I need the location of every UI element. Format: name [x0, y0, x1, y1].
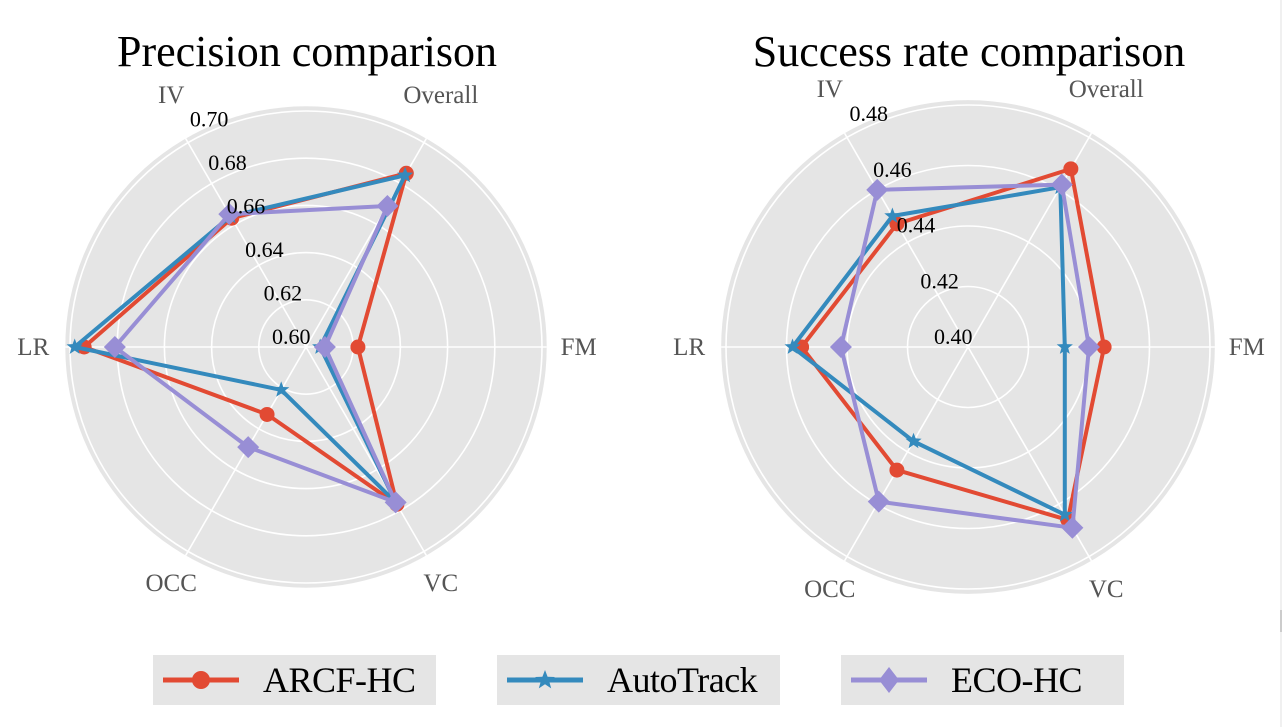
data-point-eco-hc-fm — [313, 336, 336, 358]
legend-item-arcf-hc: ARCF-HC — [153, 655, 436, 705]
radial-tick-label: 0.40 — [934, 324, 973, 349]
radial-tick-label: 0.48 — [850, 101, 889, 126]
data-point-arcf-hc-occ — [889, 462, 905, 478]
legend-item-eco-hc: ECO-HC — [841, 655, 1124, 705]
legend: ARCF-HC AutoTrack ECO-HC — [0, 655, 1282, 707]
axis-label-occ: OCC — [804, 576, 855, 603]
radial-tick-label: 0.68 — [208, 150, 247, 175]
axis-label-overall: Overall — [1069, 76, 1144, 103]
axis-label-vc: VC — [1089, 576, 1124, 603]
success-rate-radar-chart: Success rate comparison Overall IV LR OCC VC… — [673, 27, 1265, 603]
data-point-autotrack-lr — [784, 338, 801, 354]
axis-label-vc: VC — [423, 570, 458, 597]
radial-tick-label: 0.66 — [227, 194, 266, 219]
diamond-marker-icon — [851, 667, 927, 693]
axis-label-iv: IV — [817, 76, 843, 103]
data-point-arcf-hc-fm — [1096, 339, 1112, 355]
data-point-autotrack-occ — [905, 432, 922, 449]
precision-radar-chart: Precision comparison Overall IV LR OCC VC FM 0… — [17, 27, 596, 597]
radial-tick-label: 0.44 — [897, 213, 936, 238]
radial-tick-label: 0.46 — [873, 157, 912, 182]
data-point-autotrack-fm — [1056, 338, 1073, 354]
radial-tick-label: 0.64 — [245, 237, 284, 262]
data-point-autotrack-iv — [884, 207, 901, 223]
data-point-arcf-hc-occ — [259, 406, 275, 422]
star-marker-icon — [507, 670, 583, 689]
scrollbar-track[interactable] — [1280, 0, 1282, 727]
data-point-eco-hc-iv — [866, 178, 889, 201]
scrollbar-thumb[interactable] — [1280, 610, 1282, 632]
data-point-eco-hc-vc — [1061, 516, 1084, 539]
grid-spoke — [843, 346, 969, 562]
legend-label: ARCF-HC — [263, 660, 416, 700]
axis-label-fm: FM — [1229, 334, 1265, 361]
radial-tick-label: 0.70 — [190, 107, 229, 132]
data-point-eco-hc-overall — [376, 194, 399, 217]
circle-marker-icon — [163, 671, 239, 689]
data-point-eco-hc-occ — [867, 490, 890, 513]
data-point-autotrack-lr — [66, 338, 83, 354]
legend-label: ECO-HC — [951, 660, 1083, 700]
data-point-eco-hc-lr — [103, 336, 126, 358]
grid-spoke — [305, 346, 428, 556]
data-point-eco-hc-overall — [1050, 173, 1073, 196]
data-point-eco-hc-lr — [829, 336, 852, 358]
axis-label-iv: IV — [158, 82, 184, 109]
data-point-autotrack-occ — [273, 381, 290, 397]
data-point-arcf-hc-fm — [350, 339, 366, 355]
data-point-eco-hc-iv — [218, 203, 241, 226]
axis-label-occ: OCC — [145, 570, 196, 597]
radial-tick-label: 0.62 — [264, 281, 303, 306]
data-point-arcf-hc-iv — [889, 216, 905, 232]
data-point-eco-hc-fm — [1078, 336, 1100, 358]
legend-label: AutoTrack — [607, 660, 758, 700]
axis-label-fm: FM — [561, 334, 597, 361]
axis-label-lr: LR — [673, 334, 705, 361]
data-point-arcf-hc-overall — [1063, 161, 1079, 177]
grid-spoke — [184, 138, 307, 348]
data-point-autotrack-overall — [397, 166, 414, 183]
axis-label-overall: Overall — [403, 82, 478, 109]
axis-label-lr: LR — [17, 334, 49, 361]
radial-tick-label: 0.42 — [920, 268, 959, 293]
grid-spoke — [843, 132, 969, 348]
legend-item-autotrack: AutoTrack — [497, 655, 780, 705]
data-point-autotrack-vc — [1056, 506, 1073, 522]
data-point-eco-hc-vc — [384, 491, 407, 514]
chart-title: Success rate comparison — [753, 27, 1186, 76]
radial-tick-label: 0.60 — [272, 324, 311, 349]
data-point-eco-hc-occ — [237, 436, 260, 459]
chart-title: Precision comparison — [117, 27, 497, 76]
